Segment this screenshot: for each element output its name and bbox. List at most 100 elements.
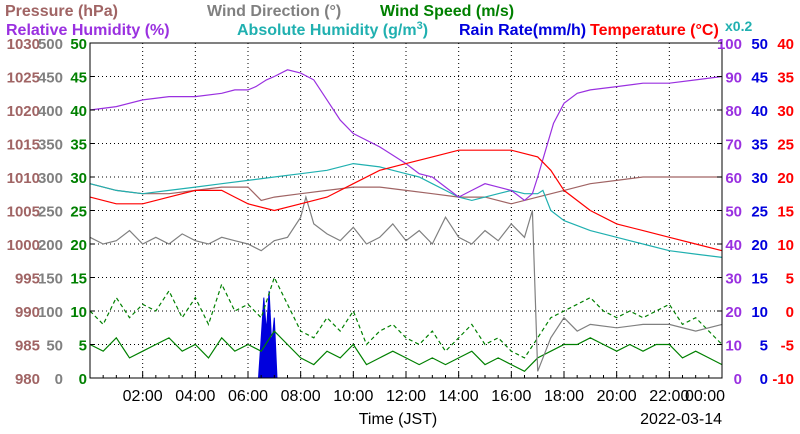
series-wind-speed-gust [89,275,723,359]
tick-wind_speed: 25 [70,204,87,221]
x-tick-label: 12:00 [386,388,426,405]
tick-wind_speed: 15 [70,271,87,288]
tick-relative_humidity: 30 [725,271,742,288]
tick-wind_speed: 50 [70,36,87,53]
tick-wind_direction: 350 [38,137,63,154]
x-tick-label: 14:00 [439,388,479,405]
x-tick-label: 10:00 [333,388,373,405]
tick-wind_direction: 0 [55,371,63,388]
title-row-2: Relative Humidity (%) Absolute Humidity (… [6,18,752,39]
title-row-1: Pressure (hPa) Wind Direction (°) Wind Spe… [5,3,514,20]
tick-relative_humidity: 40 [725,237,742,254]
tick-temperature: 0 [786,304,794,321]
tick-wind_speed: 30 [70,170,87,187]
x-tick-label: 04:00 [175,388,215,405]
tick-rain_rate: 35 [751,137,768,154]
tick-temperature: -5 [781,338,794,355]
legend-close: ) [423,22,428,39]
tick-wind_speed: 20 [70,237,87,254]
tick-pressure: 1005 [7,204,40,221]
x-axis-label: Time (JST) [359,411,438,428]
tick-pressure: 1015 [7,137,40,154]
tick-pressure: 995 [15,271,40,288]
series-relative-humidity [89,69,723,202]
scale-note: x0.2 [725,18,752,34]
tick-relative_humidity: 50 [725,204,742,221]
tick-rain_rate: 0 [760,371,768,388]
tick-rain_rate: 40 [751,103,768,120]
tick-wind_speed: 35 [70,137,87,154]
tick-wind_direction: 300 [38,170,63,187]
tick-temperature: 10 [777,237,794,254]
legend-sup: 3 [417,20,423,32]
tick-pressure: 1030 [7,36,40,53]
x-axis: 02:00 04:00 06:00 08:00 10:00 12:00 14:00 16:00… [102,372,725,405]
tick-rain_rate: 20 [751,237,768,254]
tick-wind_speed: 10 [70,304,87,321]
tick-temperature: -10 [772,371,794,388]
tick-temperature: 35 [777,70,794,87]
tick-temperature: 40 [777,36,794,53]
tick-relative_humidity: 70 [725,137,742,154]
x-tick-label: 00:00 [685,388,725,405]
tick-relative_humidity: 100 [717,36,742,53]
tick-rain_rate: 45 [751,70,768,87]
tick-wind_speed: 5 [79,338,87,355]
legend-1: Absolute Humidity (g/m3) [237,20,428,39]
tick-wind_direction: 150 [38,271,63,288]
tick-wind_speed: 0 [79,371,87,388]
x-tick-label: 06:00 [228,388,268,405]
date-label: 2022-03-14 [640,411,722,428]
right-axes: 0102030405060708090100051015202530354045… [717,36,794,388]
tick-rain_rate: 5 [760,338,768,355]
series-temperature [89,149,723,252]
x-tick-label: 16:00 [491,388,531,405]
tick-rain_rate: 15 [751,271,768,288]
tick-pressure: 1025 [7,70,40,87]
tick-pressure: 985 [15,338,40,355]
tick-rain_rate: 10 [751,304,768,321]
tick-temperature: 30 [777,103,794,120]
tick-relative_humidity: 90 [725,70,742,87]
tick-rain_rate: 25 [751,204,768,221]
tick-rain_rate: 30 [751,170,768,187]
title-1: Wind Direction (°) [207,3,341,20]
tick-relative_humidity: 0 [734,371,742,388]
tick-pressure: 990 [15,304,40,321]
x-tick-label: 02:00 [123,388,163,405]
tick-pressure: 1020 [7,103,40,120]
tick-temperature: 25 [777,137,794,154]
tick-pressure: 1010 [7,170,40,187]
legend-0: Relative Humidity (%) [6,22,170,39]
tick-wind_speed: 40 [70,103,87,120]
tick-temperature: 5 [786,271,794,288]
tick-relative_humidity: 60 [725,170,742,187]
x-tick-label: 18:00 [544,388,584,405]
tick-relative_humidity: 80 [725,103,742,120]
legend-3: Temperature (°C) [590,22,719,39]
tick-wind_direction: 250 [38,204,63,221]
tick-relative_humidity: 10 [725,338,742,355]
series-wind-speed [89,330,723,373]
tick-wind_speed: 45 [70,70,87,87]
tick-wind_direction: 450 [38,70,63,87]
tick-temperature: 15 [777,204,794,221]
title-2: Wind Speed (m/s) [380,3,514,20]
left-axes: 9809859909951000100510101015102010251030… [7,36,95,388]
tick-wind_direction: 200 [38,237,63,254]
tick-temperature: 20 [777,170,794,187]
tick-pressure: 1000 [7,237,40,254]
tick-wind_direction: 100 [38,304,63,321]
title-0: Pressure (hPa) [5,3,118,20]
tick-relative_humidity: 20 [725,304,742,321]
series-wind-direction [89,194,723,372]
tick-wind_direction: 50 [46,338,63,355]
tick-rain_rate: 50 [751,36,768,53]
x-tick-label: 20:00 [597,388,637,405]
x-tick-label: 08:00 [281,388,321,405]
series-layer [89,69,723,379]
series-absolute-humidity [89,162,723,258]
tick-pressure: 980 [15,371,40,388]
tick-wind_direction: 400 [38,103,63,120]
